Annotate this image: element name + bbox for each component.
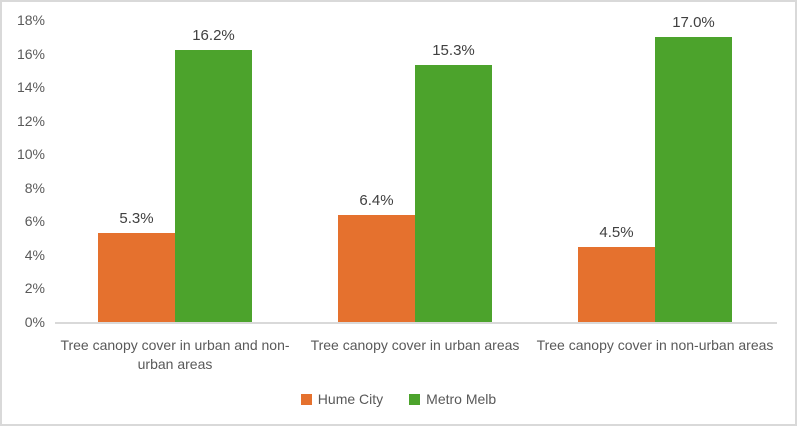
legend-swatch-metro-melb [409, 393, 421, 405]
y-axis-tick-label-2: 2% [24, 280, 45, 297]
legend-item-metro-melb: Metro Melb [409, 391, 496, 407]
category-label-2: Tree canopy cover in urban areas [310, 337, 520, 353]
x-axis-line [55, 322, 777, 324]
legend-item-hume-city: Hume City [300, 391, 384, 407]
bar-hume-city-group-3 [578, 246, 655, 322]
y-axis-tick-label-4: 4% [24, 246, 45, 263]
data-label-metro-melb-group-1: 16.2% [192, 27, 235, 45]
y-axis-tick-label-16: 16% [16, 45, 45, 62]
y-axis-tick-label-18: 18% [16, 12, 45, 28]
legend-swatch-hume-city [300, 393, 312, 405]
legend: Hume City Metro Melb [2, 391, 795, 407]
data-label-hume-city-group-3: 4.5% [599, 223, 634, 241]
bar-hume-city-group-2 [338, 214, 415, 322]
bar-metro-melb-group-3 [655, 36, 732, 322]
bar-hume-city-group-1 [98, 233, 175, 322]
data-label-hume-city-group-2: 6.4% [359, 191, 394, 209]
data-label-hume-city-group-1: 5.3% [119, 210, 154, 228]
y-axis-tick-label-0: 0% [24, 314, 45, 330]
legend-label-metro-melb: Metro Melb [426, 391, 497, 407]
y-axis-tick-label-12: 12% [16, 112, 45, 129]
y-axis-tick-label-10: 10% [16, 146, 45, 163]
data-label-metro-melb-group-3: 17.0% [672, 13, 715, 31]
category-label-1: Tree canopy cover in urban and non-urban… [60, 337, 290, 372]
bar-metro-melb-group-2 [415, 65, 492, 322]
y-axis-tick-label-8: 8% [24, 179, 45, 196]
data-label-metro-melb-group-2: 15.3% [432, 42, 475, 60]
y-axis-tick-label-6: 6% [24, 213, 45, 230]
legend-label-hume-city: Hume City [317, 391, 384, 407]
y-axis-tick-label-14: 14% [16, 79, 45, 96]
category-label-3: Tree canopy cover in non-urban areas [536, 337, 774, 353]
bar-metro-melb-group-1 [175, 50, 252, 322]
